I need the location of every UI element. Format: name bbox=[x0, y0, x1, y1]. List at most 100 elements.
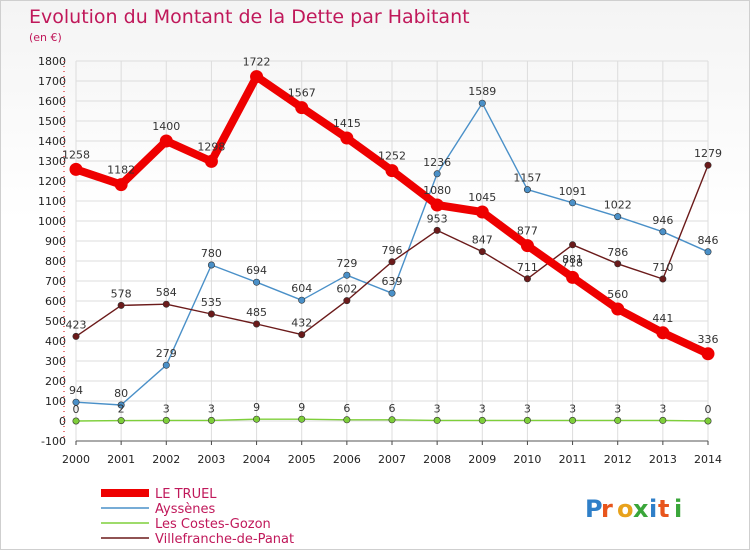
logo-letter: r bbox=[601, 495, 613, 523]
y-tick-label: 1100 bbox=[38, 195, 66, 208]
data-label-ayssenes: 1589 bbox=[468, 85, 496, 98]
data-point-villefranche-de-panat bbox=[343, 297, 351, 305]
data-label-ayssenes: 1236 bbox=[423, 156, 451, 169]
data-point-villefranche-de-panat bbox=[478, 248, 486, 256]
data-point-les-costes-gozon bbox=[433, 416, 441, 424]
y-tick-label: 1000 bbox=[38, 215, 66, 228]
series-group bbox=[69, 70, 715, 425]
data-point-les-costes-gozon bbox=[343, 416, 351, 424]
y-tick-label: 800 bbox=[45, 255, 66, 268]
data-label-les-costes-gozon: 0 bbox=[705, 403, 712, 416]
data-label-les-costes-gozon: 3 bbox=[569, 402, 576, 415]
y-tick-label: 200 bbox=[45, 375, 66, 388]
data-point-le-truel bbox=[701, 347, 715, 361]
data-label-villefranche-de-panat: 578 bbox=[111, 287, 132, 300]
data-label-les-costes-gozon: 3 bbox=[208, 402, 215, 415]
y-tick-label: 1600 bbox=[38, 95, 66, 108]
y-tick-label: 1400 bbox=[38, 135, 66, 148]
data-label-villefranche-de-panat: 423 bbox=[66, 318, 87, 331]
data-point-le-truel bbox=[340, 131, 354, 145]
data-label-les-costes-gozon: 3 bbox=[434, 402, 441, 415]
legend-label: Les Costes-Gozon bbox=[155, 517, 271, 532]
data-label-ayssenes: 94 bbox=[69, 384, 83, 397]
data-point-ayssenes bbox=[117, 401, 125, 409]
y-tick-label: 1300 bbox=[38, 155, 66, 168]
data-label-ayssenes: 946 bbox=[652, 214, 673, 227]
data-label-ayssenes: 604 bbox=[291, 282, 312, 295]
data-label-les-costes-gozon: 2 bbox=[118, 403, 125, 416]
data-label-les-costes-gozon: 0 bbox=[73, 403, 80, 416]
data-label-villefranche-de-panat: 432 bbox=[291, 317, 312, 330]
data-point-villefranche-de-panat bbox=[298, 331, 306, 339]
data-point-le-truel bbox=[69, 162, 83, 176]
axes: -100010020030040050060070080090010001100… bbox=[38, 55, 722, 466]
data-label-le-truel: 1080 bbox=[423, 184, 451, 197]
data-label-villefranche-de-panat: 602 bbox=[336, 283, 357, 296]
y-tick-label: 1500 bbox=[38, 115, 66, 128]
data-point-le-truel bbox=[430, 198, 444, 212]
data-point-les-costes-gozon bbox=[523, 416, 531, 424]
data-point-le-truel bbox=[475, 205, 489, 219]
data-point-ayssenes bbox=[433, 170, 441, 178]
chart-title: Evolution du Montant de la Dette par Hab… bbox=[29, 6, 470, 28]
data-point-villefranche-de-panat bbox=[117, 301, 125, 309]
logo-letter: t bbox=[658, 495, 669, 523]
data-label-le-truel: 718 bbox=[562, 256, 583, 269]
data-point-les-costes-gozon bbox=[388, 416, 396, 424]
data-point-ayssenes bbox=[162, 361, 170, 369]
data-label-ayssenes: 639 bbox=[382, 275, 403, 288]
data-label-villefranche-de-panat: 711 bbox=[517, 261, 538, 274]
y-tick-label: 700 bbox=[45, 275, 66, 288]
data-point-ayssenes bbox=[388, 289, 396, 297]
x-tick-label: 2005 bbox=[288, 453, 316, 466]
data-point-le-truel bbox=[114, 178, 128, 192]
data-point-ayssenes bbox=[253, 278, 261, 286]
data-label-ayssenes: 1157 bbox=[513, 172, 541, 185]
x-tick-label: 2001 bbox=[107, 453, 135, 466]
data-label-villefranche-de-panat: 535 bbox=[201, 296, 222, 309]
logo-letter: o bbox=[617, 495, 634, 523]
data-label-les-costes-gozon: 3 bbox=[614, 402, 621, 415]
data-label-les-costes-gozon: 3 bbox=[524, 402, 531, 415]
y-tick-label: -100 bbox=[41, 435, 66, 448]
data-label-ayssenes: 846 bbox=[698, 234, 719, 247]
data-label-le-truel: 336 bbox=[698, 333, 719, 346]
logo-letter: x bbox=[633, 495, 649, 523]
data-point-le-truel bbox=[250, 70, 264, 84]
y-tick-label: 600 bbox=[45, 295, 66, 308]
data-point-ayssenes bbox=[207, 261, 215, 269]
data-point-ayssenes bbox=[298, 296, 306, 304]
data-label-le-truel: 1258 bbox=[62, 148, 90, 161]
data-point-les-costes-gozon bbox=[207, 416, 215, 424]
data-label-villefranche-de-panat: 710 bbox=[652, 261, 673, 274]
data-label-le-truel: 1298 bbox=[197, 140, 225, 153]
data-labels: 94 80279780694604729639123615891157109110… bbox=[62, 56, 722, 416]
data-point-les-costes-gozon bbox=[659, 416, 667, 424]
data-label-villefranche-de-panat: 1279 bbox=[694, 147, 722, 160]
data-label-le-truel: 560 bbox=[607, 288, 628, 301]
data-label-les-costes-gozon: 3 bbox=[659, 402, 666, 415]
data-point-le-truel bbox=[611, 302, 625, 316]
data-point-villefranche-de-panat bbox=[253, 320, 261, 328]
x-tick-label: 2004 bbox=[243, 453, 271, 466]
data-point-les-costes-gozon bbox=[253, 415, 261, 423]
data-label-le-truel: 1415 bbox=[333, 117, 361, 130]
data-point-le-truel bbox=[566, 270, 580, 284]
data-point-les-costes-gozon bbox=[704, 417, 712, 425]
x-tick-label: 2002 bbox=[152, 453, 180, 466]
data-point-ayssenes bbox=[569, 199, 577, 207]
x-tick-label: 2010 bbox=[513, 453, 541, 466]
data-point-villefranche-de-panat bbox=[523, 275, 531, 283]
data-point-ayssenes bbox=[478, 99, 486, 107]
x-tick-label: 2012 bbox=[604, 453, 632, 466]
x-tick-label: 2006 bbox=[333, 453, 361, 466]
data-label-ayssenes: 279 bbox=[156, 347, 177, 360]
data-point-ayssenes bbox=[523, 186, 531, 194]
data-point-les-costes-gozon bbox=[162, 416, 170, 424]
data-label-villefranche-de-panat: 953 bbox=[427, 212, 448, 225]
data-point-villefranche-de-panat bbox=[704, 161, 712, 169]
data-label-le-truel: 1045 bbox=[468, 191, 496, 204]
data-point-villefranche-de-panat bbox=[388, 258, 396, 266]
data-point-les-costes-gozon bbox=[569, 416, 577, 424]
